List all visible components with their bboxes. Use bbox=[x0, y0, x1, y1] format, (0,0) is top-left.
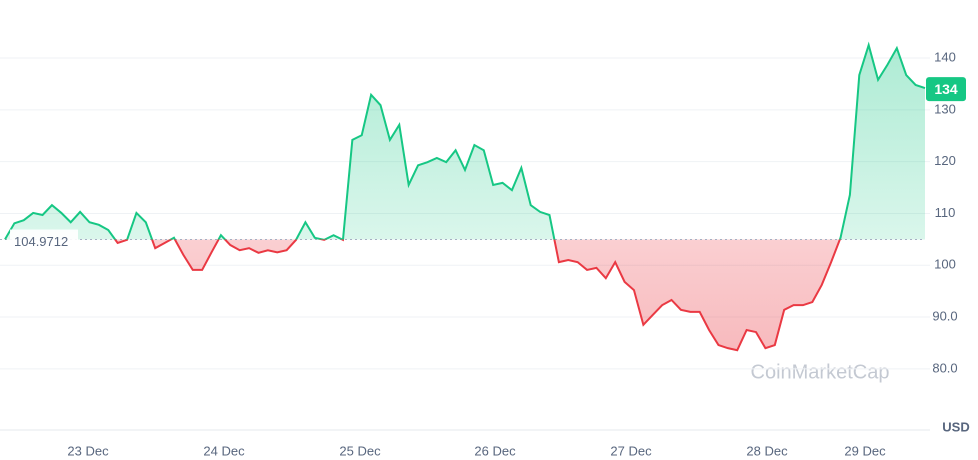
y-tick-label: 80.0 bbox=[932, 360, 957, 375]
price-line bbox=[5, 239, 841, 352]
current-price-badge bbox=[926, 77, 966, 102]
area-above bbox=[5, 45, 925, 240]
area-below bbox=[5, 239, 925, 351]
price-line bbox=[4, 41, 926, 240]
x-tick-label: 23 Dec bbox=[67, 443, 109, 458]
x-tick-label: 25 Dec bbox=[339, 443, 381, 458]
y-tick-label: 120 bbox=[934, 153, 956, 168]
x-tick-label: 24 Dec bbox=[203, 443, 245, 458]
baseline-label: 104.9712 bbox=[14, 234, 68, 249]
y-tick-label: 130 bbox=[934, 101, 956, 116]
x-tick-label: 29 Dec bbox=[844, 443, 886, 458]
y-tick-label: 110 bbox=[935, 205, 956, 220]
y-tick-label: 90.0 bbox=[932, 308, 957, 323]
current-price-label: 134 bbox=[934, 81, 958, 97]
baseline-label-bg bbox=[10, 229, 78, 250]
x-tick-label: 28 Dec bbox=[746, 443, 788, 458]
y-tick-label: 100 bbox=[934, 257, 956, 272]
x-tick-label: 27 Dec bbox=[610, 443, 652, 458]
watermark: CoinMarketCap bbox=[751, 361, 890, 383]
currency-label: USD bbox=[942, 419, 969, 434]
y-tick-label: 140 bbox=[934, 49, 956, 64]
x-tick-label: 26 Dec bbox=[474, 443, 516, 458]
